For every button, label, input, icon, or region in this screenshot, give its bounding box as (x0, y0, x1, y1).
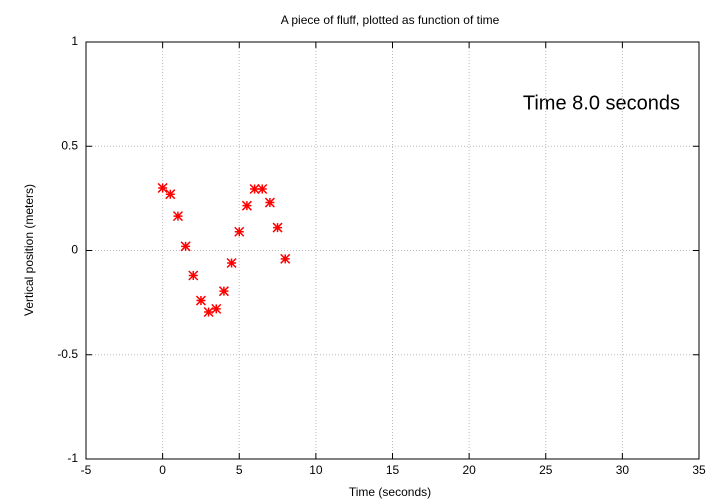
point (226, 257, 237, 269)
point (188, 270, 199, 281)
point (280, 253, 291, 264)
chart-title: A piece of fluff, plotted as function of… (281, 13, 500, 27)
x-tick-label: -5 (81, 463, 92, 477)
y-tick-label: 0.5 (61, 138, 78, 152)
point (165, 189, 176, 200)
point (172, 211, 183, 222)
point (249, 183, 260, 195)
x-tick-label: 10 (309, 463, 323, 477)
y-axis-label: Vertical position (meters) (22, 184, 36, 316)
x-tick-label: 25 (539, 463, 553, 477)
x-tick-label: 5 (236, 463, 243, 477)
annotation: Time 8.0 seconds (523, 92, 680, 114)
x-axis-label: Time (seconds) (349, 485, 431, 499)
y-tick-label: 1 (71, 34, 78, 48)
point (234, 226, 245, 237)
y-tick-label: 0 (71, 243, 78, 257)
point (203, 306, 214, 318)
x-tick-label: 20 (462, 463, 476, 477)
point (257, 183, 268, 195)
point (241, 200, 252, 211)
point (211, 303, 222, 314)
x-tick-label: 30 (616, 463, 630, 477)
point (195, 295, 206, 306)
y-tick-label: -0.5 (57, 347, 78, 361)
plot-frame (85, 41, 700, 460)
x-tick-label: 15 (386, 463, 400, 477)
point (264, 197, 275, 208)
x-tick-label: 35 (692, 463, 706, 477)
point (180, 241, 191, 252)
y-tick-label: -1 (67, 451, 78, 465)
point (157, 182, 168, 193)
point (272, 222, 283, 233)
point (218, 286, 229, 297)
x-tick-label: 0 (159, 463, 166, 477)
